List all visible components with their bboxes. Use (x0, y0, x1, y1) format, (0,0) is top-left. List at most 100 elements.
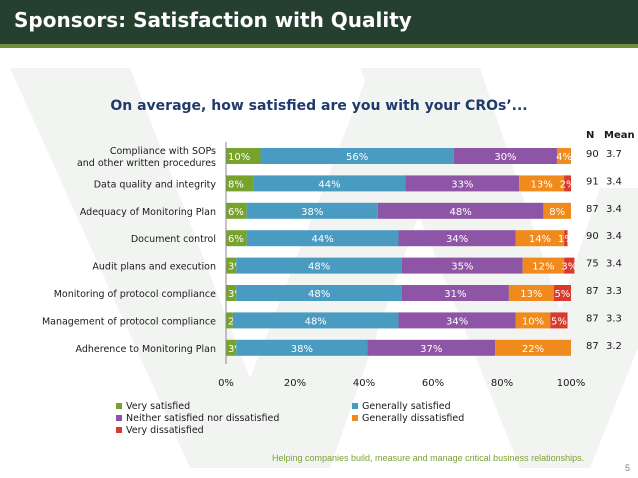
legend-swatch (116, 427, 122, 433)
data-label: 12% (532, 262, 554, 273)
data-label: 10% (522, 316, 544, 327)
data-label: 5% (554, 289, 570, 300)
data-label: 14% (529, 234, 551, 245)
legend-label: Very dissatisfied (126, 425, 204, 436)
data-label: 38% (291, 344, 313, 355)
data-label: 3% (228, 344, 244, 355)
data-label: 48% (305, 316, 327, 327)
n-value: 87 (586, 313, 599, 324)
data-label: 48% (449, 207, 471, 218)
n-value: 91 (586, 176, 599, 187)
footer-tagline: Helping companies build, measure and man… (272, 453, 585, 463)
bar-segment (564, 257, 575, 274)
bar-segment (236, 339, 368, 356)
n-value: 87 (586, 286, 599, 297)
category-label: and other written procedures (77, 158, 216, 169)
mean-value: 3.2 (606, 341, 622, 352)
bar-segment (367, 339, 496, 356)
data-label: 3% (228, 289, 244, 300)
bar-segment (236, 285, 402, 301)
legend-swatch (116, 403, 122, 409)
x-tick-label: 60% (422, 378, 444, 389)
data-label: 2% (560, 179, 576, 190)
title-bar: Sponsors: Satisfaction with Quality (0, 0, 638, 44)
data-label: 22% (522, 344, 544, 355)
category-label: Compliance with SOPs (110, 146, 216, 157)
bar-segment (564, 230, 568, 247)
bar-segment (553, 285, 571, 301)
bar-segment (226, 339, 237, 356)
data-label: 13% (520, 289, 542, 300)
data-label: 8% (549, 207, 565, 218)
page-number: 5 (625, 463, 631, 473)
data-label: 4% (556, 152, 572, 163)
category-label: Adherence to Monitoring Plan (76, 344, 216, 355)
data-label: 3% (561, 262, 577, 273)
bar-segment (226, 230, 247, 247)
data-label: 44% (318, 179, 340, 190)
bar-segment (522, 257, 565, 274)
bar-segment (543, 202, 571, 219)
bar-segment (508, 285, 554, 301)
bar-segment (246, 202, 378, 219)
x-tick-label: 40% (353, 378, 375, 389)
data-label: 8% (228, 179, 244, 190)
n-value: 87 (586, 341, 599, 352)
x-tick-label: 20% (284, 378, 306, 389)
data-label: 48% (308, 289, 330, 300)
data-label: 5% (551, 316, 567, 327)
bar-segment (226, 202, 247, 219)
n-header: N (586, 130, 594, 141)
bar-segment (564, 175, 571, 192)
data-label: 34% (446, 316, 468, 327)
data-label: 37% (420, 344, 442, 355)
bar-segment (232, 312, 399, 329)
bar-segment (515, 230, 565, 247)
category-label: Data quality and integrity (94, 179, 217, 190)
data-label: 3% (228, 262, 244, 273)
data-label: 6% (228, 207, 244, 218)
category-label: Document control (131, 234, 216, 245)
bar-segment (519, 175, 565, 192)
category-label: Adequacy of Monitoring Plan (80, 207, 216, 218)
bar-segment (557, 148, 571, 164)
data-label: 48% (308, 262, 330, 273)
bar-segment (253, 175, 406, 192)
mean-value: 3.3 (606, 286, 622, 297)
data-label: 31% (444, 289, 466, 300)
bar-segment (405, 175, 520, 192)
bar-segment (550, 312, 568, 329)
bar-segment (226, 175, 254, 192)
data-label: 33% (451, 179, 473, 190)
data-label: 10% (228, 152, 250, 163)
bar-segment (398, 312, 516, 329)
bar-segment (236, 257, 402, 274)
mean-value: 3.4 (606, 176, 622, 187)
legend-swatch (116, 415, 122, 421)
bar-segment (226, 285, 237, 301)
title-rule (0, 44, 638, 48)
data-label: 1% (558, 234, 574, 245)
bar-segment (515, 312, 551, 329)
x-tick-label: 0% (218, 378, 234, 389)
slide-title: Sponsors: Satisfaction with Quality (14, 8, 412, 32)
x-tick-label: 100% (557, 378, 586, 389)
bar-segment (377, 202, 544, 219)
n-value: 75 (586, 259, 599, 270)
legend-label: Generally dissatisfied (362, 413, 464, 424)
bar-segment (226, 257, 237, 274)
bar-segment (401, 285, 509, 301)
data-label: 56% (346, 152, 368, 163)
n-value: 90 (586, 231, 599, 242)
category-label: Management of protocol compliance (42, 316, 216, 327)
data-label: 13% (531, 179, 553, 190)
n-value: 90 (586, 149, 599, 160)
bar-segment (246, 230, 399, 247)
survey-question: On average, how satisfied are you with y… (110, 98, 528, 114)
n-value: 87 (586, 204, 599, 215)
mean-value: 3.7 (606, 149, 622, 160)
data-label: 38% (301, 207, 323, 218)
bar-segment (260, 148, 454, 164)
mean-value: 3.4 (606, 204, 622, 215)
legend-label: Very satisfied (126, 401, 190, 412)
